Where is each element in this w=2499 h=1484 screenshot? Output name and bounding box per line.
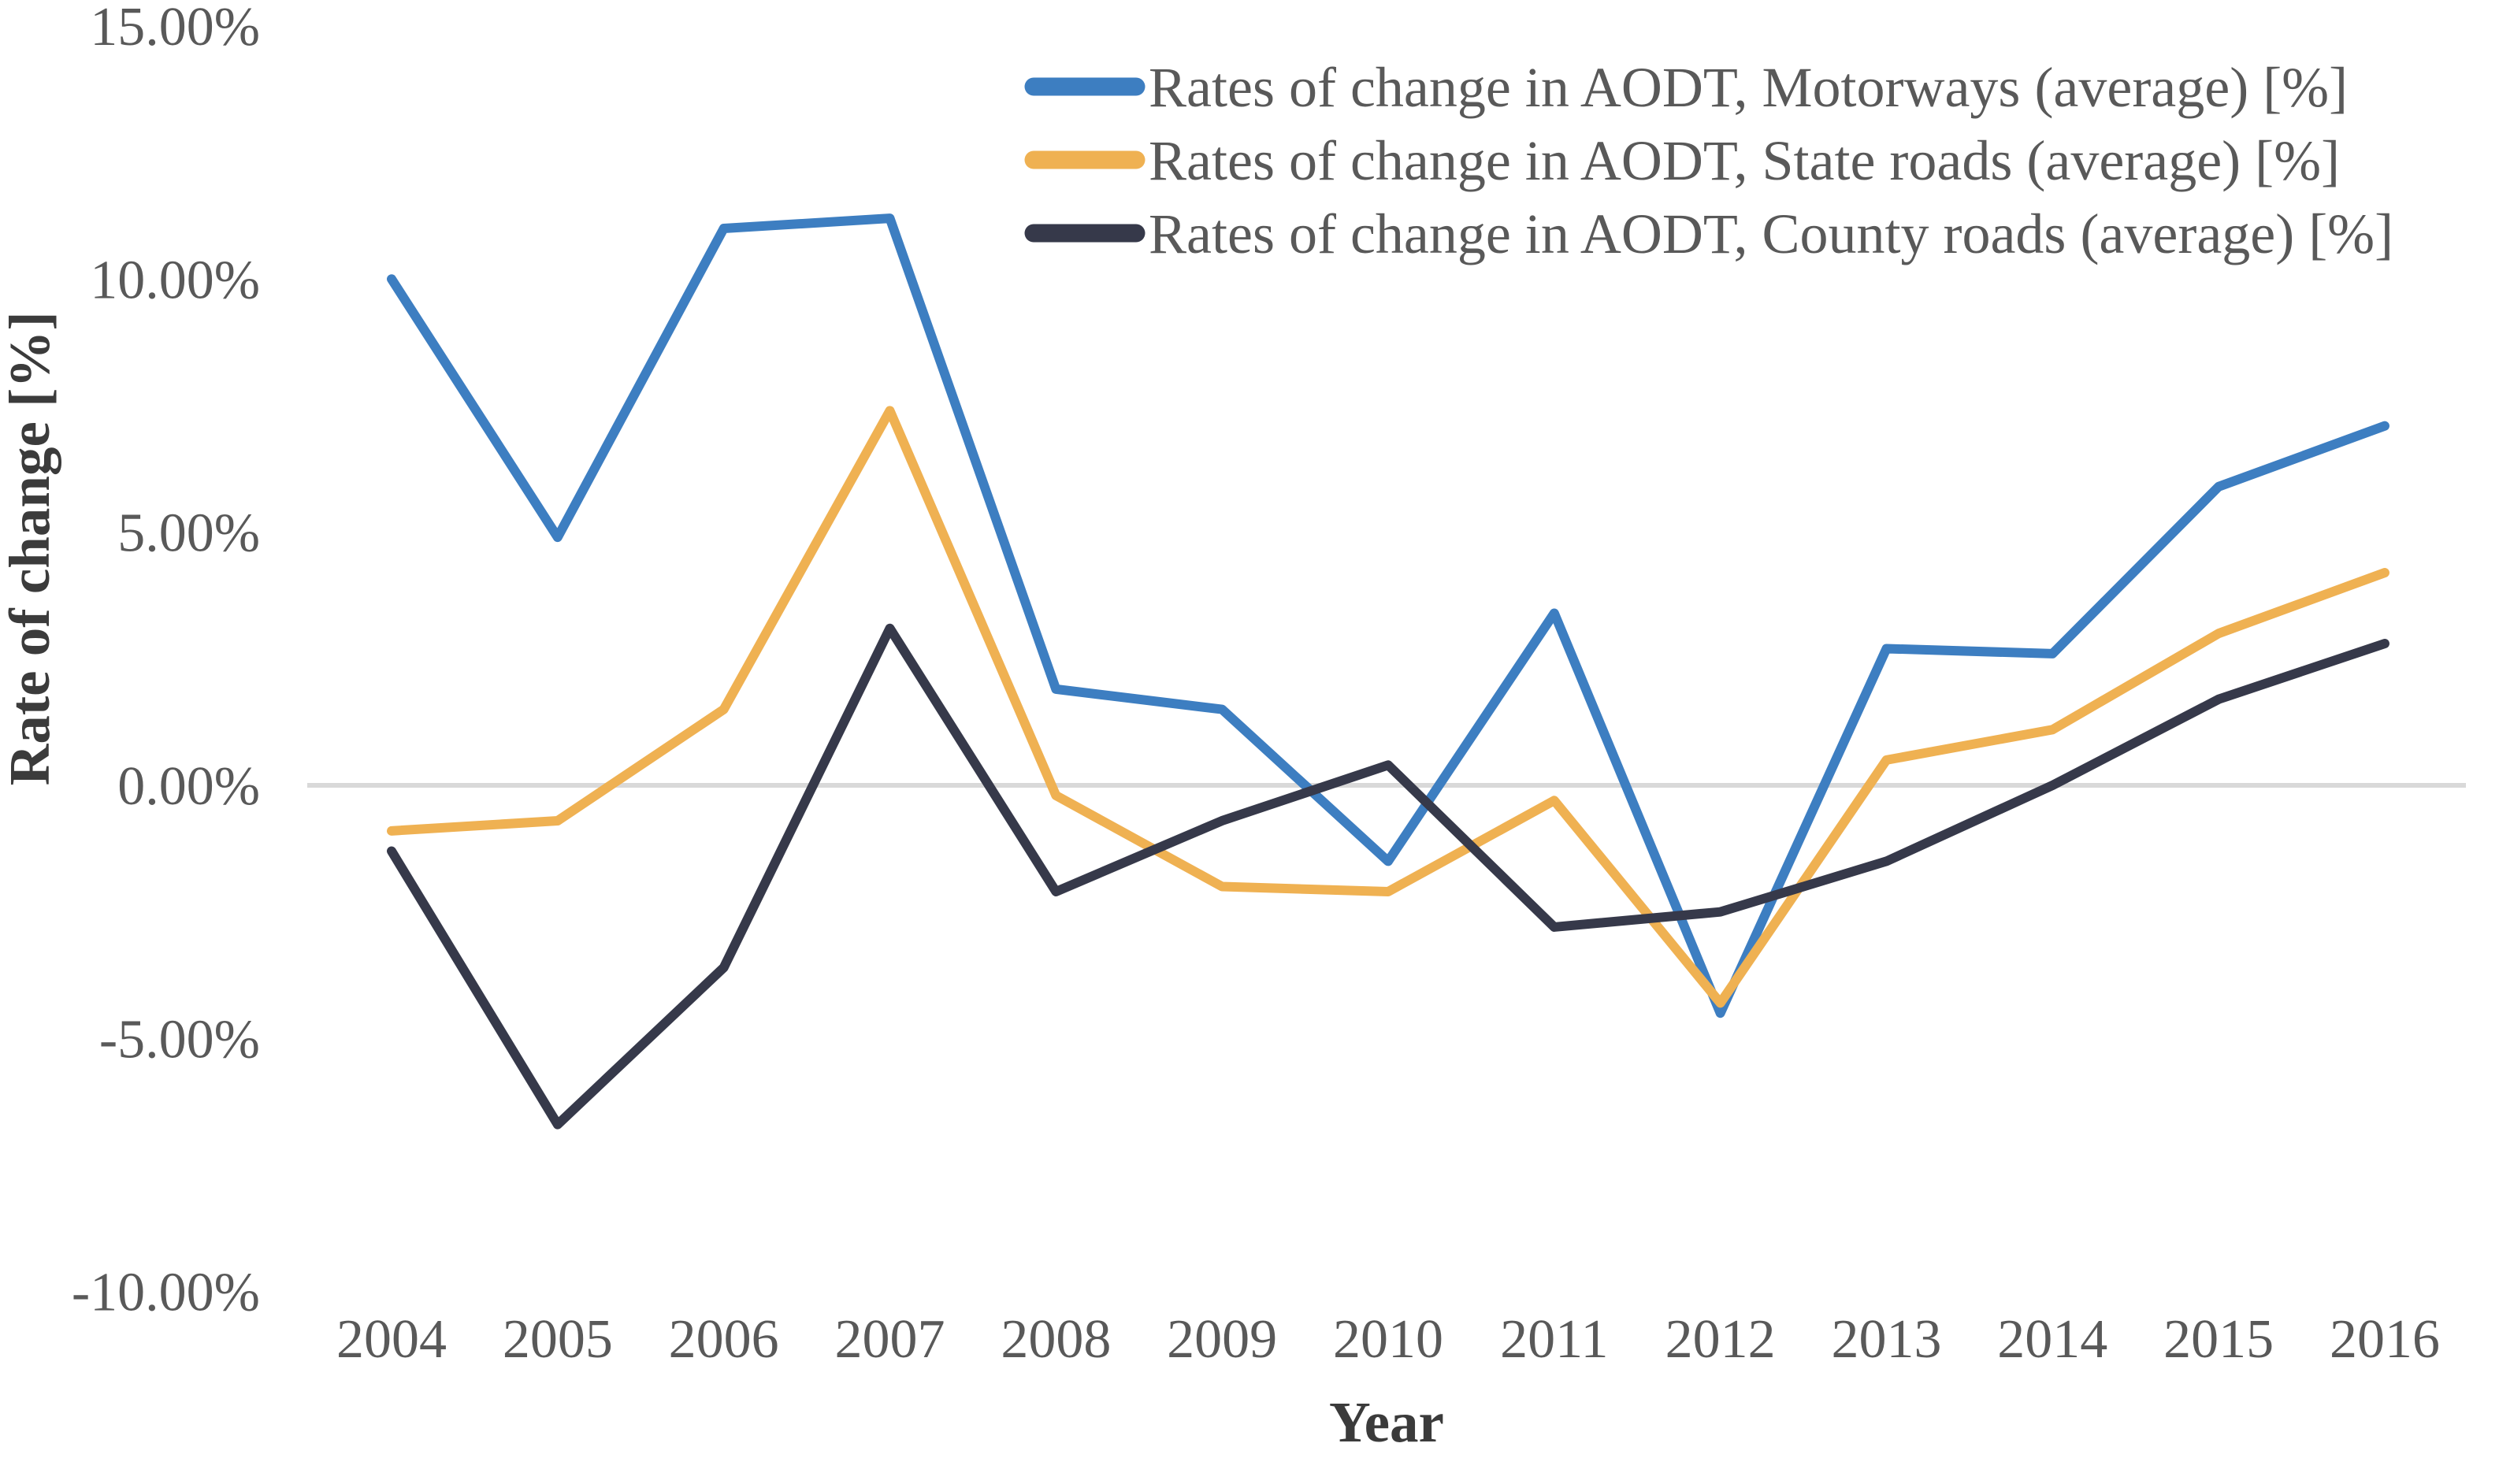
x-tick-label: 2010 bbox=[1333, 1309, 1443, 1370]
series-line-state-roads bbox=[387, 406, 2389, 1008]
legend-label-state-roads: Rates of change in AODT, State roads (av… bbox=[1149, 129, 2340, 192]
legend-item-motorways: Rates of change in AODT, Motorways (aver… bbox=[1024, 56, 2348, 119]
y-tick-label: 0.00% bbox=[117, 756, 260, 817]
y-tick-label: -10.00% bbox=[72, 1263, 260, 1323]
series-line-motorways bbox=[387, 213, 2389, 1018]
series-layer bbox=[387, 213, 2389, 1130]
x-tick-label: 2006 bbox=[669, 1309, 779, 1370]
x-tick-label: 2011 bbox=[1500, 1309, 1608, 1370]
x-tick-label: 2015 bbox=[2163, 1309, 2274, 1370]
x-tick-label: 2016 bbox=[2330, 1309, 2440, 1370]
x-tick-label: 2004 bbox=[336, 1309, 447, 1370]
y-tick-label: 5.00% bbox=[117, 503, 260, 564]
legend-item-state-roads: Rates of change in AODT, State roads (av… bbox=[1024, 129, 2340, 192]
legend-item-county-roads: Rates of change in AODT, County roads (a… bbox=[1024, 202, 2393, 265]
axis-label-layer: 15.00% 10.00% 5.00% 0.00% -5.00% -10.00% 2004 2… bbox=[0, 0, 2440, 1454]
y-tick-label: -5.00% bbox=[99, 1009, 260, 1070]
x-tick-label: 2009 bbox=[1167, 1309, 1277, 1370]
y-tick-label: 15.00% bbox=[90, 0, 260, 58]
x-tick-label: 2013 bbox=[1831, 1309, 1941, 1370]
legend: Rates of change in AODT, Motorways (aver… bbox=[1024, 56, 2393, 265]
legend-label-motorways: Rates of change in AODT, Motorways (aver… bbox=[1149, 56, 2348, 119]
x-tick-label: 2007 bbox=[834, 1309, 945, 1370]
x-tick-label: 2008 bbox=[1001, 1309, 1111, 1370]
x-tick-label: 2012 bbox=[1665, 1309, 1776, 1370]
y-axis-title: Rate of change [%] bbox=[0, 311, 61, 785]
x-axis-title: Year bbox=[1329, 1390, 1444, 1454]
x-tick-label: 2005 bbox=[503, 1309, 613, 1370]
x-tick-label: 2014 bbox=[1997, 1309, 2107, 1370]
series-line-county-roads bbox=[387, 623, 2389, 1130]
y-tick-label: 10.00% bbox=[90, 250, 260, 310]
legend-label-county-roads: Rates of change in AODT, County roads (a… bbox=[1149, 202, 2393, 265]
